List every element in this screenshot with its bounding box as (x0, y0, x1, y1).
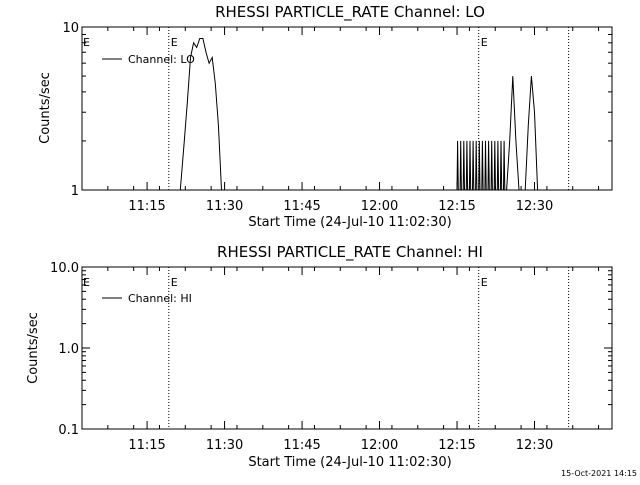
series-line (506, 76, 539, 191)
x-axis-label: Start Time (24-Jul-10 11:02:30) (248, 215, 451, 230)
x-tick-label: 11:45 (283, 199, 320, 214)
chart-title: RHESSI PARTICLE_RATE Channel: HI (217, 243, 483, 262)
x-tick-label: 11:45 (283, 438, 320, 453)
event-marker-label: E (83, 276, 90, 289)
x-tick-label: 11:30 (206, 438, 243, 453)
y-tick-label: 0.1 (58, 423, 79, 438)
x-tick-label: 12:30 (516, 438, 553, 453)
event-marker-label: E (481, 36, 488, 49)
y-axis-label: Counts/sec (26, 312, 41, 384)
y-tick-label: 10.0 (50, 261, 79, 276)
event-marker-label: E (171, 36, 178, 49)
y-tick-label: 1.0 (58, 342, 79, 357)
legend-label: Channel: HI (128, 292, 192, 305)
x-tick-label: 12:15 (438, 199, 475, 214)
x-tick-label: 12:15 (438, 438, 475, 453)
y-tick-label: 10 (62, 21, 79, 36)
event-marker-label: E (83, 36, 90, 49)
x-tick-label: 11:15 (128, 199, 165, 214)
x-tick-label: 11:15 (128, 438, 165, 453)
x-axis-label: Start Time (24-Jul-10 11:02:30) (248, 455, 451, 470)
x-tick-label: 11:30 (206, 199, 243, 214)
chart-panel-hi: RHESSI PARTICLE_RATE Channel: HI Start T… (26, 243, 613, 470)
legend-label: Channel: LO (128, 53, 195, 66)
chart-title: RHESSI PARTICLE_RATE Channel: LO (215, 3, 485, 22)
x-tick-label: 12:30 (516, 199, 553, 214)
y-tick-label: 1 (71, 184, 79, 199)
series-line (179, 38, 222, 191)
x-tick-label: 12:00 (361, 438, 398, 453)
timestamp: 15-Oct-2021 14:15 (561, 469, 637, 478)
y-axis-label: Counts/sec (38, 72, 53, 144)
event-marker-label: E (481, 276, 488, 289)
event-marker-label: E (171, 276, 178, 289)
chart-panel-lo: RHESSI PARTICLE_RATE Channel: LO Start T… (38, 3, 613, 230)
plot-frame (81, 26, 613, 191)
x-tick-label: 12:00 (361, 199, 398, 214)
series-line (456, 140, 506, 191)
